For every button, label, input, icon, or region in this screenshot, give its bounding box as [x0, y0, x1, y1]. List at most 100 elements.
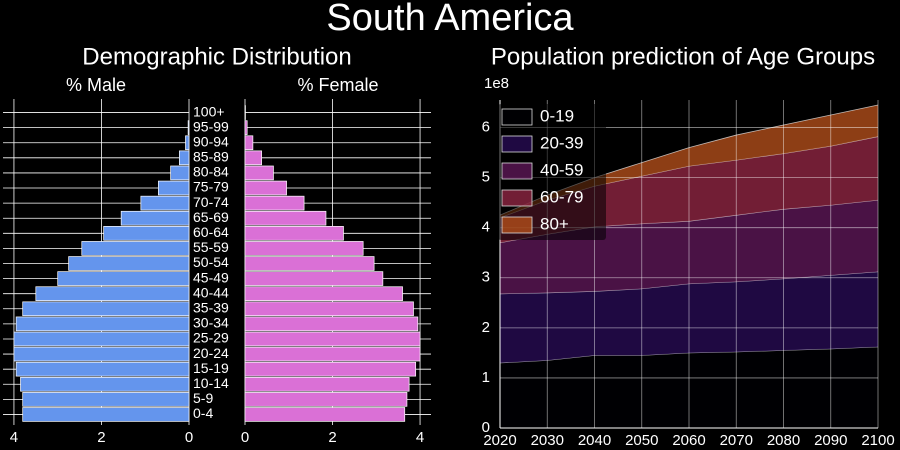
bar — [170, 165, 190, 181]
bar — [244, 407, 406, 422]
y-tick-label: 2 — [482, 319, 490, 336]
bar — [120, 210, 190, 226]
age-group-label: 20-24 — [193, 345, 229, 361]
age-group-label: 55-59 — [193, 239, 229, 255]
bar — [244, 286, 403, 301]
x-tick-label: 2080 — [767, 432, 800, 449]
age-group-label: 60-64 — [193, 224, 229, 240]
bar — [81, 241, 190, 256]
x-tick-label: 2 — [97, 429, 105, 446]
age-group-label: 5-9 — [193, 390, 213, 406]
age-group-label: 70-74 — [193, 194, 229, 210]
age-group-label: 30-34 — [193, 315, 229, 331]
bar — [244, 165, 274, 181]
age-group-label: 45-49 — [193, 269, 229, 285]
bar — [244, 150, 262, 166]
offset-label: 1e8 — [484, 75, 509, 92]
legend-label: 40-59 — [540, 160, 583, 179]
bar — [22, 392, 190, 407]
legend-swatch — [501, 189, 533, 207]
x-tick-label: 2090 — [814, 432, 847, 449]
group-title: Demographic Distribution — [82, 43, 351, 70]
x-tick-label: 4 — [416, 429, 424, 446]
bar — [244, 316, 419, 332]
legend-swatch — [501, 216, 533, 234]
bar — [13, 331, 190, 347]
bar — [187, 120, 190, 135]
y-tick-label: 5 — [482, 169, 490, 186]
bar — [244, 392, 408, 407]
bar — [158, 180, 190, 196]
age-group-label: 90-94 — [193, 133, 229, 149]
bar — [244, 226, 344, 241]
x-tick-label: 0 — [185, 429, 193, 446]
bar — [20, 376, 190, 392]
bar — [244, 361, 417, 377]
bar — [22, 407, 190, 422]
chart-title: Population prediction of Age Groups — [491, 43, 875, 70]
bar — [244, 210, 327, 226]
x-tick-label: 0 — [241, 429, 249, 446]
panel-title: % Male — [66, 75, 126, 95]
y-tick-label: 1 — [482, 369, 490, 386]
bar — [244, 376, 410, 392]
y-tick-label: 6 — [482, 119, 490, 136]
bar — [103, 226, 190, 241]
main-title: South America — [326, 0, 574, 39]
legend-label: 60-79 — [540, 187, 583, 206]
x-tick-label: 2030 — [531, 432, 564, 449]
bar — [22, 301, 190, 317]
x-tick-label: 2070 — [720, 432, 753, 449]
age-group-label: 35-39 — [193, 299, 229, 315]
age-group-label: 25-29 — [193, 330, 229, 346]
legend-label: 80+ — [540, 214, 569, 233]
y-tick-label: 0 — [482, 419, 490, 436]
legend-swatch — [501, 135, 533, 153]
age-group-label: 15-19 — [193, 360, 229, 376]
bar — [15, 361, 190, 377]
y-tick-label: 4 — [482, 219, 490, 236]
x-tick-label: 2060 — [672, 432, 705, 449]
age-group-label: 85-89 — [193, 149, 229, 165]
age-group-label: 100+ — [193, 103, 225, 119]
x-tick-label: 2 — [328, 429, 336, 446]
bar — [244, 180, 287, 196]
x-tick-label: 2020 — [483, 432, 516, 449]
bar — [244, 195, 305, 211]
legend-label: 20-39 — [540, 133, 583, 152]
bar — [15, 316, 190, 332]
bar — [13, 346, 190, 362]
x-tick-label: 2050 — [625, 432, 658, 449]
bar — [140, 195, 190, 211]
bar — [244, 331, 421, 347]
bar — [244, 346, 421, 362]
x-tick-label: 4 — [10, 429, 18, 446]
bar — [244, 135, 254, 151]
legend-swatch — [501, 108, 533, 126]
bar — [185, 135, 190, 151]
panel-title: % Female — [297, 75, 378, 95]
bar — [244, 120, 248, 135]
age-group-label: 80-84 — [193, 164, 229, 180]
age-group-label: 95-99 — [193, 118, 229, 134]
bar — [244, 256, 375, 271]
x-tick-label: 2040 — [578, 432, 611, 449]
bar — [68, 256, 190, 271]
age-group-label: 40-44 — [193, 284, 229, 300]
legend-swatch — [501, 162, 533, 180]
bar — [244, 271, 384, 286]
age-group-label: 10-14 — [193, 375, 229, 391]
y-tick-label: 3 — [482, 269, 490, 286]
bar — [244, 301, 414, 317]
bar — [57, 271, 190, 286]
x-tick-label: 2100 — [861, 432, 894, 449]
age-group-label: 75-79 — [193, 179, 229, 195]
age-group-label: 50-54 — [193, 254, 229, 270]
legend-label: 0-19 — [540, 106, 574, 125]
bar — [35, 286, 190, 301]
bar — [244, 241, 364, 256]
age-group-label: 0-4 — [193, 405, 213, 421]
bar — [179, 150, 190, 166]
